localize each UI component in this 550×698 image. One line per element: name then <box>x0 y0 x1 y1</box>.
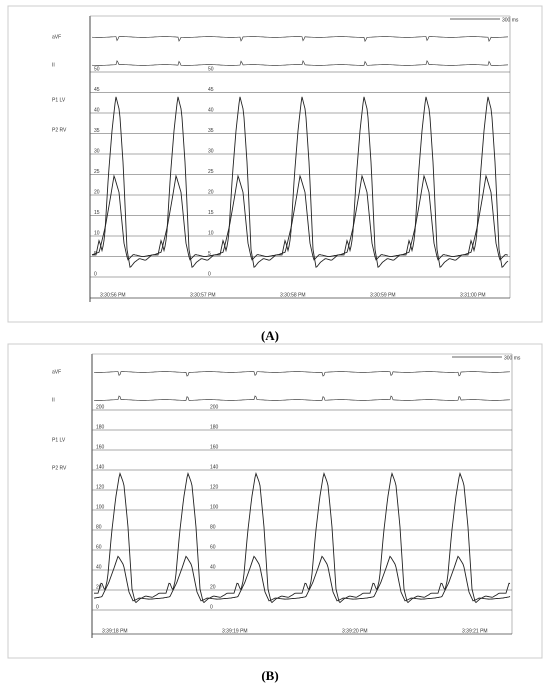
rv-trace <box>93 555 511 602</box>
time-label: 3:39:21 PM <box>462 628 488 634</box>
scale-label: 140 <box>96 464 105 470</box>
scale-label: 180 <box>210 424 219 430</box>
scale-label: 80 <box>96 524 102 530</box>
scale-label: 20 <box>94 189 100 195</box>
rv-trace <box>91 174 509 261</box>
scale-label: 5 <box>208 251 211 257</box>
time-label: 3:30:58 PM <box>280 292 306 298</box>
ecg-trace <box>91 36 508 43</box>
scale-label: 25 <box>208 169 214 175</box>
scale-label: 0 <box>94 271 97 277</box>
scale-label: 160 <box>96 444 105 450</box>
time-label: 3:30:56 PM <box>100 292 126 298</box>
scale-label: 60 <box>210 544 216 550</box>
scale-label: 30 <box>94 148 100 154</box>
lead-label: aVF <box>52 369 61 375</box>
lead-label: P2 RV <box>52 465 67 471</box>
scale-label: 80 <box>210 524 216 530</box>
time-label: 3:39:20 PM <box>342 628 368 634</box>
time-label: 3:31:00 PM <box>460 292 486 298</box>
ecg-trace <box>94 371 510 377</box>
scale-label: 35 <box>208 128 214 134</box>
scale-label: 50 <box>208 66 214 72</box>
scale-label: 45 <box>94 87 100 93</box>
scale-label: 60 <box>96 544 102 550</box>
scale-label: 20 <box>210 584 216 590</box>
lead-label: P1 LV <box>52 97 66 103</box>
scale-label: 180 <box>96 424 105 430</box>
scale-label: 40 <box>210 564 216 570</box>
scale-bar-label: 300 ms <box>502 17 519 23</box>
scale-label: 40 <box>94 107 100 113</box>
scale-label: 120 <box>96 484 105 490</box>
time-label: 3:39:19 PM <box>222 628 248 634</box>
scale-label: 0 <box>96 604 99 610</box>
scale-label: 100 <box>210 504 219 510</box>
scale-label: 0 <box>208 271 211 277</box>
lead-label: P2 RV <box>52 127 67 133</box>
scale-label: 0 <box>210 604 213 610</box>
scale-label: 20 <box>96 584 102 590</box>
ecg-trace <box>94 395 510 401</box>
lead-label: II <box>52 62 55 68</box>
scale-label: 45 <box>208 87 214 93</box>
scale-label: 40 <box>96 564 102 570</box>
scale-label: 140 <box>210 464 219 470</box>
scale-label: 200 <box>96 404 105 410</box>
lead-label: P1 LV <box>52 437 66 443</box>
scale-label: 30 <box>208 148 214 154</box>
scale-label: 15 <box>208 210 214 216</box>
time-label: 3:30:57 PM <box>190 292 216 298</box>
scale-label: 10 <box>94 230 100 236</box>
panel-frame <box>7 343 543 659</box>
scale-label: 40 <box>208 107 214 113</box>
scale-label: 15 <box>94 210 100 216</box>
scale-label: 200 <box>210 404 219 410</box>
ecg-trace <box>91 59 508 66</box>
scale-label: 25 <box>94 169 100 175</box>
time-label: 3:39:18 PM <box>102 628 128 634</box>
lv-trace <box>94 471 511 604</box>
panel-caption: (B) <box>261 668 278 683</box>
panel-frame <box>7 5 543 323</box>
scale-label: 50 <box>94 66 100 72</box>
scale-label: 100 <box>96 504 105 510</box>
lead-label: II <box>52 397 55 403</box>
panel-caption: (A) <box>261 328 279 343</box>
lead-label: aVF <box>52 34 61 40</box>
time-label: 3:30:59 PM <box>370 292 396 298</box>
scale-label: 160 <box>210 444 219 450</box>
scale-label: 20 <box>208 189 214 195</box>
scale-label: 35 <box>94 128 100 134</box>
scale-label: 120 <box>210 484 219 490</box>
scale-bar-label: 300 ms <box>504 355 521 361</box>
scale-label: 10 <box>208 230 214 236</box>
